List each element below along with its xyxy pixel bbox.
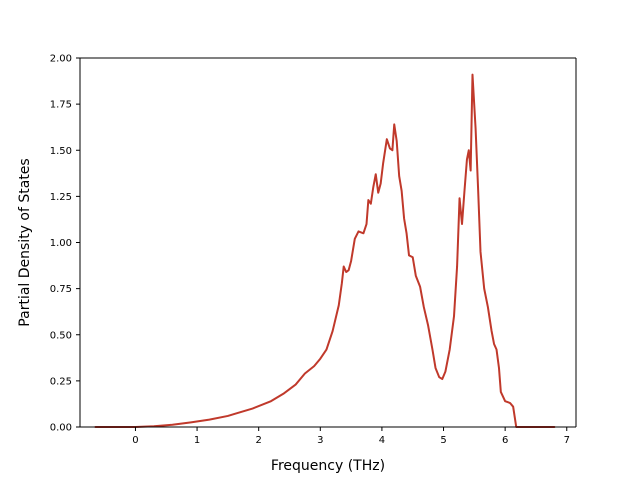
y-axis-ticks: 0.00 0.25 0.50 0.75 1.00 1.25 1.50 1.75 2.00: [50, 54, 80, 434]
y-tick-label: 1.00: [50, 238, 72, 249]
x-tick-label: 7: [564, 435, 570, 446]
y-tick-label: 0.25: [50, 376, 72, 387]
x-tick-label: 5: [440, 435, 446, 446]
x-tick-label: 6: [502, 435, 508, 446]
y-tick-label: 1.75: [50, 100, 72, 111]
y-tick-label: 0.00: [50, 423, 72, 434]
x-tick-label: 0: [132, 435, 138, 446]
y-tick-label: 1.25: [50, 192, 72, 203]
x-tick-label: 3: [317, 435, 323, 446]
x-tick-label: 1: [194, 435, 200, 446]
y-tick-label: 1.50: [50, 146, 72, 157]
x-axis-title: Frequency (THz): [271, 458, 385, 474]
x-tick-label: 4: [379, 435, 385, 446]
y-tick-label: 0.75: [50, 284, 72, 295]
y-tick-label: 2.00: [50, 54, 72, 65]
x-tick-label: 2: [255, 435, 261, 446]
plot-area: [80, 58, 576, 427]
series-line-0: [94, 73, 556, 428]
x-axis-ticks: 0 1 2 3 4 5 6 7: [132, 427, 570, 446]
y-tick-label: 0.50: [50, 330, 72, 341]
y-axis-title: Partial Density of States: [17, 158, 33, 326]
series-layer: [94, 73, 556, 428]
